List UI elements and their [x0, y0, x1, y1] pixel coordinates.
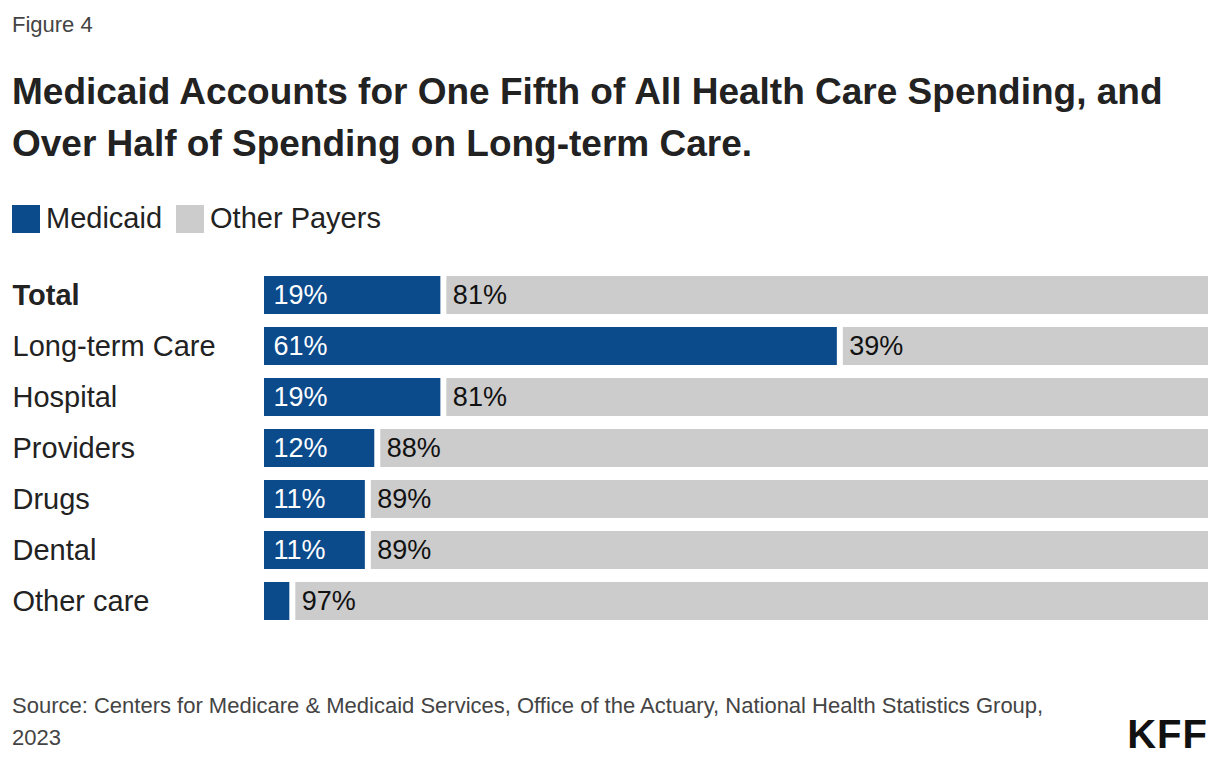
- svg-text:97%: 97%: [302, 586, 356, 616]
- html-text:Source: Centers for Medicare &: Source: Centers for Medicare & Medicaid …: [12, 693, 1044, 750]
- svg-text:Drugs: Drugs: [13, 483, 90, 515]
- svg-text:Long-term Care: Long-term Care: [13, 330, 216, 362]
- html-text:KFF: KFF: [1127, 712, 1208, 756]
- svg-text:19%: 19%: [274, 280, 328, 310]
- svg-text:81%: 81%: [453, 280, 507, 310]
- svg-text:11%: 11%: [274, 535, 326, 565]
- svg-text:81%: 81%: [453, 382, 507, 412]
- svg-text:Other care: Other care: [13, 585, 150, 617]
- svg-text:89%: 89%: [377, 535, 431, 565]
- svg-text:11%: 11%: [274, 484, 326, 514]
- svg-text:39%: 39%: [849, 331, 903, 361]
- svg-text:19%: 19%: [274, 382, 328, 412]
- html-text:Medicaid Accounts for One Fift: Medicaid Accounts for One Fifth of All H…: [12, 71, 1163, 164]
- svg-text:88%: 88%: [387, 433, 441, 463]
- svg-text:Total: Total: [13, 279, 80, 311]
- html-text:Medicaid: Medicaid: [46, 202, 163, 234]
- html-text:Other Payers: Other Payers: [210, 202, 381, 234]
- svg-text:Providers: Providers: [13, 432, 136, 464]
- svg-text:Dental: Dental: [13, 534, 97, 566]
- html-text:Figure 4: Figure 4: [12, 12, 93, 37]
- svg-text:12%: 12%: [274, 433, 328, 463]
- svg-text:61%: 61%: [274, 331, 328, 361]
- svg-text:Hospital: Hospital: [13, 381, 118, 413]
- svg-text:89%: 89%: [377, 484, 431, 514]
